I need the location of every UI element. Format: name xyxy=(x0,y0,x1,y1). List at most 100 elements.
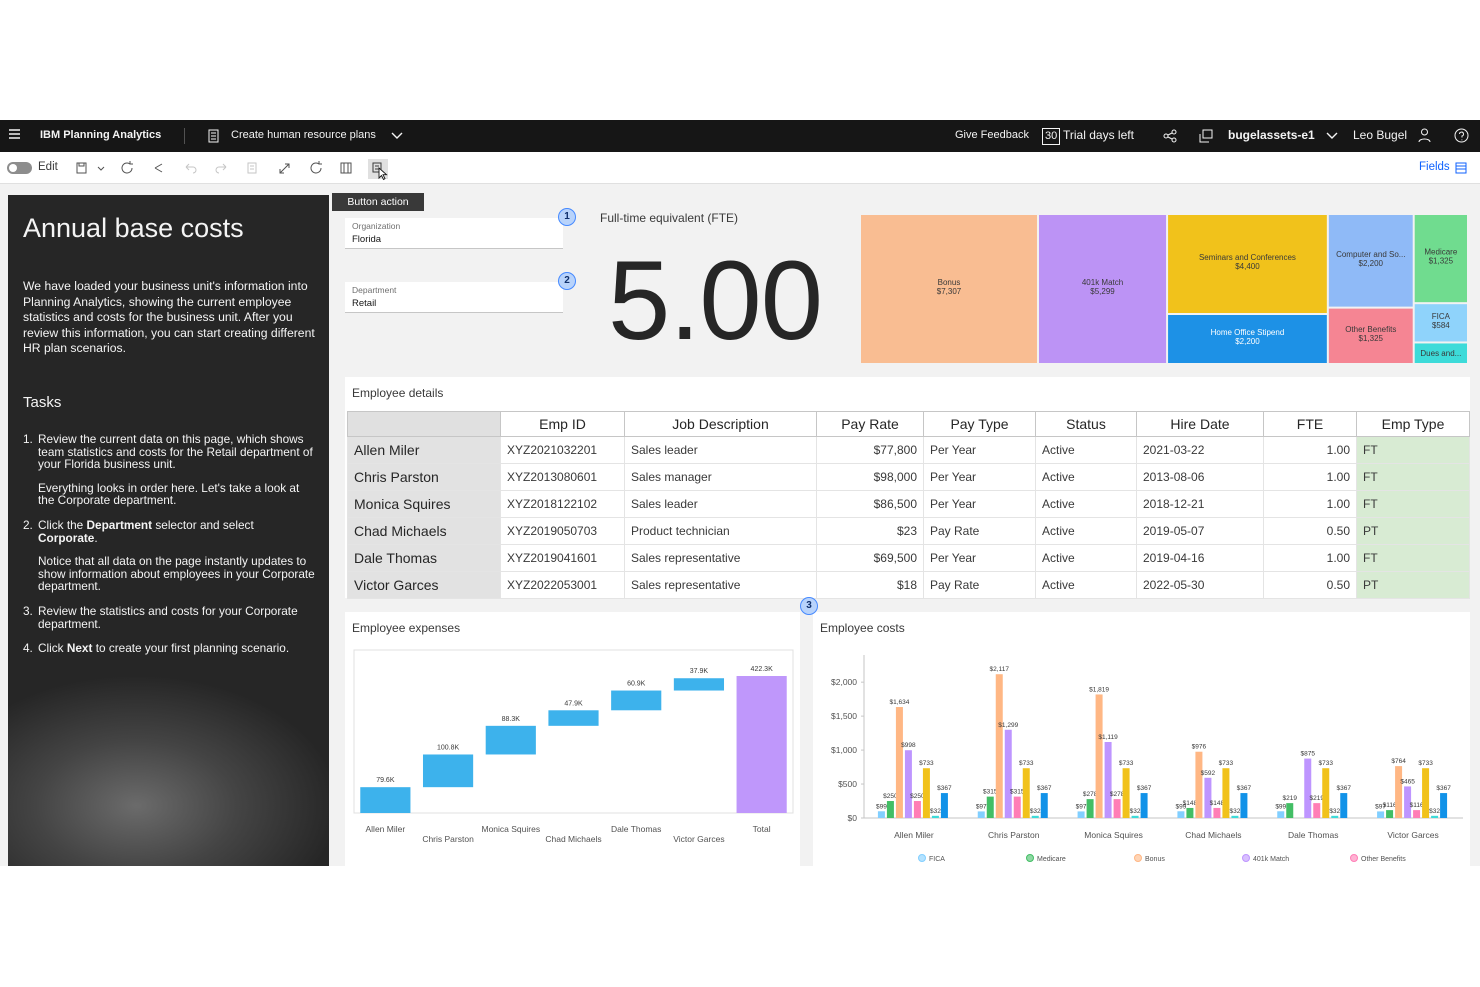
table-cell: XYZ2018122102 xyxy=(500,490,625,518)
product-name[interactable]: IBM Planning Analytics xyxy=(40,129,162,141)
share-node xyxy=(1163,133,1169,139)
switch-glyph xyxy=(1199,129,1213,143)
menu-glyph xyxy=(9,129,20,139)
table-cell: XYZ2022053001 xyxy=(500,571,625,599)
table-cell: 2021-03-22 xyxy=(1136,436,1264,464)
table-head: Emp ID Job Description Pay Rate Pay Type Sta… xyxy=(347,411,1470,437)
table-cell: XYZ2021032201 xyxy=(500,436,625,464)
table-cell: Sales representative xyxy=(624,571,817,599)
task-body: Review the statistics and costs for your… xyxy=(38,605,315,630)
tenant-chevron[interactable] xyxy=(1326,132,1338,140)
fields-button[interactable]: Fields xyxy=(1419,161,1450,173)
callout: 2 xyxy=(558,272,576,290)
task-paragraph: Click Next to create your first planning… xyxy=(38,642,315,655)
copy-icon[interactable] xyxy=(247,162,257,174)
tasks-title: Tasks xyxy=(23,394,62,411)
task-text: Review the statistics and costs for your… xyxy=(38,603,298,631)
chart-title: Employee expenses xyxy=(352,621,461,635)
task-item: 4. Click Next to create your first planni… xyxy=(23,642,315,655)
save-icon[interactable] xyxy=(76,162,87,174)
table-cell: PT xyxy=(1356,571,1470,599)
tooltip-text: Button action xyxy=(347,196,409,208)
redo-icon[interactable] xyxy=(215,163,227,174)
task-paragraph: Review the current data on this page, wh… xyxy=(38,433,315,471)
panel-intro: We have loaded your business unit's info… xyxy=(23,279,315,355)
task-list: 1. Review the current data on this page, … xyxy=(23,433,315,667)
undo-icon[interactable] xyxy=(185,163,197,174)
task-text: . xyxy=(94,530,98,545)
table-row: Chad Michaels XYZ2019050703 Product techni… xyxy=(347,517,1470,545)
cursor xyxy=(378,166,388,181)
edit-toggle[interactable] xyxy=(7,162,32,174)
table-cell: 2013-08-06 xyxy=(1136,463,1264,491)
task-emphasis: Corporate xyxy=(38,530,95,545)
task-text: Notice that all data on the page instant… xyxy=(38,554,315,594)
help-circle xyxy=(1454,128,1469,143)
table-cell: 2022-05-30 xyxy=(1136,571,1264,599)
share-icon[interactable] xyxy=(1163,129,1177,143)
user-icon[interactable] xyxy=(1418,128,1431,143)
table-cell: 1.00 xyxy=(1263,436,1357,464)
column-header: Emp Type xyxy=(1356,411,1470,437)
expand-icon[interactable] xyxy=(279,163,290,174)
column-header: Pay Type xyxy=(923,411,1036,437)
help-glyph xyxy=(1459,131,1464,141)
selector[interactable]: Department Retail xyxy=(345,282,563,313)
table-cell: $86,500 xyxy=(816,490,924,518)
table-cell: Active xyxy=(1035,544,1137,572)
table-row: Victor Garces XYZ2022053001 Sales represen… xyxy=(347,571,1470,599)
table-cell: 1.00 xyxy=(1263,490,1357,518)
user-name[interactable]: Leo Bugel xyxy=(1353,128,1408,142)
callout: 3 xyxy=(800,597,818,615)
trial-days: 30 xyxy=(1042,128,1061,145)
switch-icon[interactable] xyxy=(1199,129,1214,143)
chevron-glyph xyxy=(391,132,403,139)
menu-icon[interactable] xyxy=(9,129,21,139)
table-cell: 2019-05-07 xyxy=(1136,517,1264,545)
toolbar-icons xyxy=(76,159,388,181)
table-cell: Per Year xyxy=(923,490,1036,518)
refresh-icon[interactable] xyxy=(121,161,133,174)
table-cell: $77,800 xyxy=(816,436,924,464)
table-cell: FT xyxy=(1356,544,1470,572)
table-cell: Per Year xyxy=(923,436,1036,464)
table-cell: PT xyxy=(1356,517,1470,545)
table-row: Chris Parston XYZ2013080601 Sales manager $… xyxy=(347,463,1470,491)
table-cell: 2018-12-21 xyxy=(1136,490,1264,518)
table-cell: 1.00 xyxy=(1263,544,1357,572)
row-header: Dale Thomas xyxy=(347,544,501,572)
table-cell: $69,500 xyxy=(816,544,924,572)
fte-value: 5.00 xyxy=(608,238,823,363)
save-menu-icon[interactable] xyxy=(97,166,105,171)
fields-icon[interactable] xyxy=(1455,162,1467,174)
share-icon[interactable] xyxy=(154,163,163,173)
table-body: Allen Miler XYZ2021032201 Sales leader $77,… xyxy=(347,436,1470,599)
task-text: Review the current data on this page, wh… xyxy=(38,432,313,472)
reset-icon[interactable] xyxy=(310,161,322,174)
table-card: Employee details Emp ID Job Description Pa… xyxy=(345,377,1470,599)
costs-card: Employee costs xyxy=(813,612,1470,866)
workbench-glyph xyxy=(208,129,219,143)
task-text: selector and select xyxy=(152,517,254,532)
tenant-name[interactable]: bugelassets-e1 xyxy=(1228,128,1315,142)
toolbar: Edit Fields xyxy=(0,152,1480,184)
share-node xyxy=(1171,137,1177,143)
task-body: Review the current data on this page, wh… xyxy=(38,433,315,507)
feedback-link[interactable]: Give Feedback xyxy=(955,129,1029,141)
table-cell: Active xyxy=(1035,571,1137,599)
edit-label: Edit xyxy=(38,161,58,173)
workbench-name[interactable]: Create human resource plans xyxy=(231,129,376,141)
task-item: 3. Review the statistics and costs for yo… xyxy=(23,605,315,630)
columns-icon[interactable] xyxy=(340,162,352,174)
fte-title: Full-time equivalent (FTE) xyxy=(600,211,739,225)
workbench-chevron[interactable] xyxy=(391,132,403,140)
help-icon[interactable] xyxy=(1454,128,1469,143)
selector[interactable]: Organization Florida xyxy=(345,218,563,249)
table-cell: $18 xyxy=(816,571,924,599)
task-emphasis: Department xyxy=(86,517,153,532)
top-bar: IBM Planning Analytics Create human reso… xyxy=(0,120,1480,152)
chevron-glyph xyxy=(1326,132,1338,139)
task-body: Click Next to create your first planning… xyxy=(38,642,315,655)
column-header: Status xyxy=(1035,411,1137,437)
